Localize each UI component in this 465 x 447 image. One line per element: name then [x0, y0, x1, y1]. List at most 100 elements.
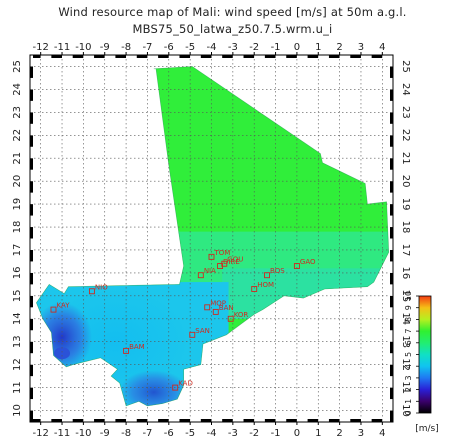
frame-segment-right — [390, 272, 393, 285]
frame-segment-top — [232, 55, 244, 58]
lon-tick-label-bottom: 1 — [315, 428, 321, 439]
country-border — [36, 66, 390, 407]
frame-segment-left — [30, 295, 33, 308]
lon-tick-label-bottom: -3 — [228, 428, 238, 439]
frame-segment-top — [168, 55, 180, 58]
frame-segment-bottom — [147, 419, 159, 422]
lon-tick-label-bottom: 4 — [379, 428, 385, 439]
city-label: KAY — [56, 302, 70, 310]
lat-tick-label-left: 15 — [12, 289, 23, 302]
lon-tick-label-top: -10 — [75, 42, 91, 53]
frame-segment-right — [390, 399, 393, 411]
lat-tick-label-left: 23 — [12, 106, 23, 119]
lon-tick-label-bottom: 0 — [294, 428, 300, 439]
colorbar-tick-label: 2 — [404, 387, 413, 392]
city-label: GOU — [227, 256, 243, 264]
frame-segment-top — [179, 55, 191, 58]
frame-segment-top — [318, 55, 329, 58]
frame-segment-right — [390, 135, 393, 147]
frame-segment-bottom — [40, 419, 52, 422]
frame-segment-right — [390, 295, 393, 308]
lon-tick-label-top: -12 — [33, 42, 49, 53]
frame-segment-bottom — [232, 419, 244, 422]
lon-tick-label-top: -2 — [249, 42, 259, 53]
frame-segment-right — [390, 353, 393, 365]
city-marker — [212, 308, 219, 315]
lat-tick-label-right: 10 — [400, 404, 411, 417]
city-label: GAO — [300, 258, 316, 266]
lon-tick-label-top: -1 — [271, 42, 281, 53]
lat-tick-label-right: 17 — [400, 244, 411, 257]
frame-segment-top — [360, 55, 372, 58]
frame-segment-right — [390, 227, 393, 239]
frame-segment-top — [200, 55, 212, 58]
lon-tick-label-bottom: -5 — [185, 428, 195, 439]
lat-tick-label-right: 13 — [400, 335, 411, 348]
city-marker — [189, 331, 196, 338]
lon-tick-label-bottom: 3 — [358, 428, 364, 439]
frame-segment-right — [390, 204, 393, 216]
frame-segment-right — [390, 66, 393, 78]
frame-segment-bottom — [360, 419, 372, 422]
city-label: BAN — [219, 304, 234, 312]
frame-segment-bottom — [158, 419, 169, 422]
lat-tick-label-right: 20 — [400, 175, 411, 188]
map-subtitle: MBS75_50_latwa_z50.7.5.wrm.u_i — [132, 22, 333, 36]
city-label: KAD — [178, 380, 193, 388]
frame-segment-top — [382, 55, 393, 58]
lat-tick-label-right: 11 — [400, 381, 411, 394]
city-label: MOP — [210, 299, 226, 307]
lon-tick-label-bottom: -6 — [164, 428, 174, 439]
city-marker — [208, 253, 215, 260]
lat-tick-label-left: 14 — [12, 312, 23, 325]
lat-tick-label-left: 17 — [12, 244, 23, 257]
lat-tick-label-right: 14 — [400, 312, 411, 325]
frame-segment-left — [30, 399, 33, 411]
frame-segment-left — [30, 227, 33, 239]
frame-segment-left — [30, 77, 33, 90]
frame-segment-right — [390, 261, 393, 273]
lon-tick-label-top: -9 — [100, 42, 110, 53]
frame-segment-right — [390, 89, 393, 101]
frame-segment-right — [390, 307, 393, 319]
frame-segment-right — [390, 330, 393, 342]
lon-tick-label-top: 1 — [315, 42, 321, 53]
frame-segment-right — [390, 238, 393, 250]
city-label: BOS — [270, 267, 285, 275]
frame-segment-bottom — [254, 419, 265, 422]
frame-segment-top — [339, 55, 351, 58]
frame-segment-bottom — [179, 419, 191, 422]
lon-tick-label-top: -4 — [207, 42, 217, 53]
city-marker — [264, 272, 270, 279]
lat-tick-label-left: 11 — [12, 381, 23, 394]
frame-segment-left — [30, 330, 33, 342]
lat-tick-label-left: 16 — [12, 267, 23, 280]
frame-segment-top — [296, 55, 308, 58]
frame-segment-left — [30, 364, 33, 377]
frame-segment-top — [275, 55, 287, 58]
frame-segment-bottom — [339, 419, 351, 422]
frame-segment-bottom — [222, 419, 233, 422]
lat-tick-label-left: 12 — [12, 358, 23, 371]
city-label: DIRE — [223, 258, 240, 266]
frame-segment-top — [136, 55, 148, 58]
lat-tick-label-left: 20 — [12, 175, 23, 188]
frame-segment-bottom — [371, 419, 383, 422]
lon-tick-label-top: -11 — [54, 42, 70, 53]
frame-segment-left — [30, 112, 33, 124]
colorbar-unit-label: [m/s] — [415, 424, 439, 434]
frame-segment-bottom — [307, 419, 319, 422]
lon-tick-label-bottom: -2 — [249, 428, 259, 439]
frame-segment-top — [211, 55, 223, 58]
city-label: SAN — [195, 327, 210, 335]
frame-segment-top — [264, 55, 276, 58]
frame-segment-top — [254, 55, 265, 58]
city-marker — [204, 304, 211, 311]
frame-segment-top — [62, 55, 73, 58]
lon-tick-label-top: 4 — [379, 42, 385, 53]
frame-segment-right — [390, 364, 393, 377]
frame-segment-right — [390, 387, 393, 400]
lat-tick-label-left: 25 — [12, 60, 23, 73]
frame-segment-top — [286, 55, 297, 58]
